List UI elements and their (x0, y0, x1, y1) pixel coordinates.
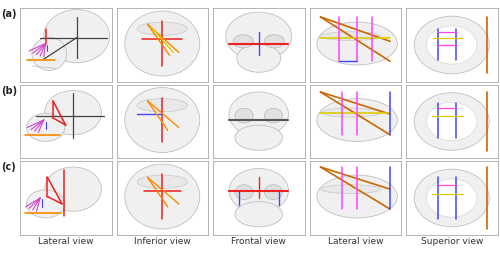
Ellipse shape (264, 35, 284, 48)
Ellipse shape (235, 125, 282, 150)
Text: Superior view: Superior view (420, 237, 483, 246)
Ellipse shape (426, 179, 477, 217)
Ellipse shape (237, 44, 281, 72)
Ellipse shape (226, 12, 292, 60)
Ellipse shape (235, 108, 254, 123)
Ellipse shape (44, 167, 102, 211)
Ellipse shape (44, 90, 102, 135)
Ellipse shape (317, 175, 398, 218)
Ellipse shape (414, 93, 490, 150)
Ellipse shape (233, 35, 254, 48)
Ellipse shape (124, 11, 200, 76)
Ellipse shape (317, 22, 398, 65)
Ellipse shape (124, 164, 200, 229)
FancyArrowPatch shape (32, 66, 56, 68)
Ellipse shape (32, 37, 66, 70)
Ellipse shape (124, 87, 200, 153)
Ellipse shape (235, 185, 254, 200)
Text: (b): (b) (1, 86, 17, 96)
Ellipse shape (235, 202, 282, 227)
Text: Lateral view: Lateral view (328, 237, 383, 246)
Ellipse shape (137, 175, 188, 188)
Ellipse shape (321, 32, 380, 40)
Text: Frontal view: Frontal view (232, 237, 286, 246)
Text: (c): (c) (1, 163, 16, 173)
Ellipse shape (321, 108, 380, 117)
Text: (a): (a) (1, 9, 16, 19)
Ellipse shape (26, 113, 65, 141)
Text: Lateral view: Lateral view (38, 237, 94, 246)
Text: Inferior view: Inferior view (134, 237, 190, 246)
Ellipse shape (137, 22, 188, 35)
Ellipse shape (264, 108, 282, 123)
Ellipse shape (321, 185, 380, 194)
Ellipse shape (229, 168, 288, 213)
Ellipse shape (229, 92, 288, 136)
Ellipse shape (414, 16, 490, 74)
Ellipse shape (26, 190, 65, 218)
Ellipse shape (414, 169, 490, 227)
Ellipse shape (264, 185, 282, 200)
Ellipse shape (426, 102, 477, 141)
Ellipse shape (137, 99, 188, 112)
Ellipse shape (44, 9, 110, 63)
Ellipse shape (317, 99, 398, 141)
Ellipse shape (426, 26, 477, 64)
